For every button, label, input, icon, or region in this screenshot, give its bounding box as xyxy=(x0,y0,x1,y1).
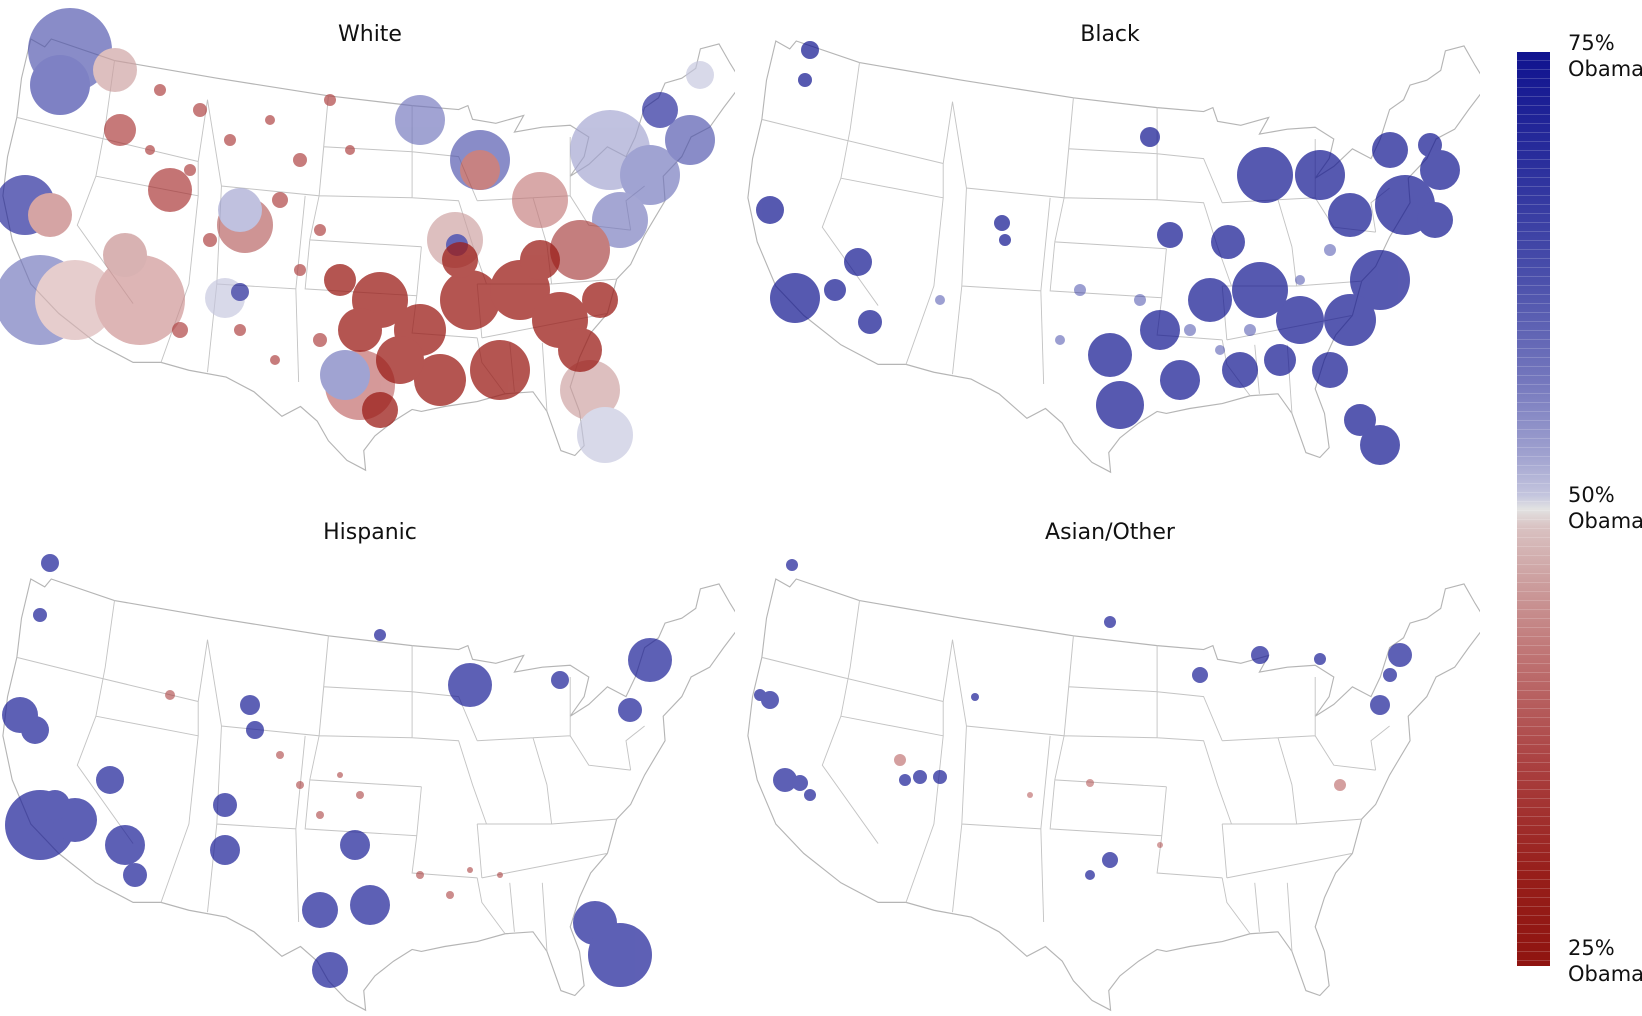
map-panel-asian-other: Asian/Other xyxy=(740,515,1480,1016)
map-panel-white: White xyxy=(0,0,735,485)
color-scale-bar xyxy=(1517,52,1550,966)
color-scale-stripes xyxy=(1517,52,1550,966)
colorbar-label-75: 75% Obama xyxy=(1568,31,1642,81)
us-bubble-map-black xyxy=(747,40,1480,473)
panel-title-hispanic: Hispanic xyxy=(323,520,417,545)
map-panel-black: Black xyxy=(740,0,1480,485)
map-panel-hispanic: Hispanic xyxy=(0,515,735,1016)
us-bubble-map-white xyxy=(0,8,735,471)
panel-title-white: White xyxy=(338,22,402,47)
us-bubble-map-asian-other xyxy=(747,559,1480,1011)
colorbar-label-25: 25% Obama xyxy=(1568,936,1642,986)
us-bubble-map-hispanic xyxy=(2,554,735,1011)
colorbar-label-50: 50% Obama xyxy=(1568,483,1642,533)
panel-title-asian-other: Asian/Other xyxy=(1045,520,1175,545)
panel-title-black: Black xyxy=(1080,22,1140,47)
